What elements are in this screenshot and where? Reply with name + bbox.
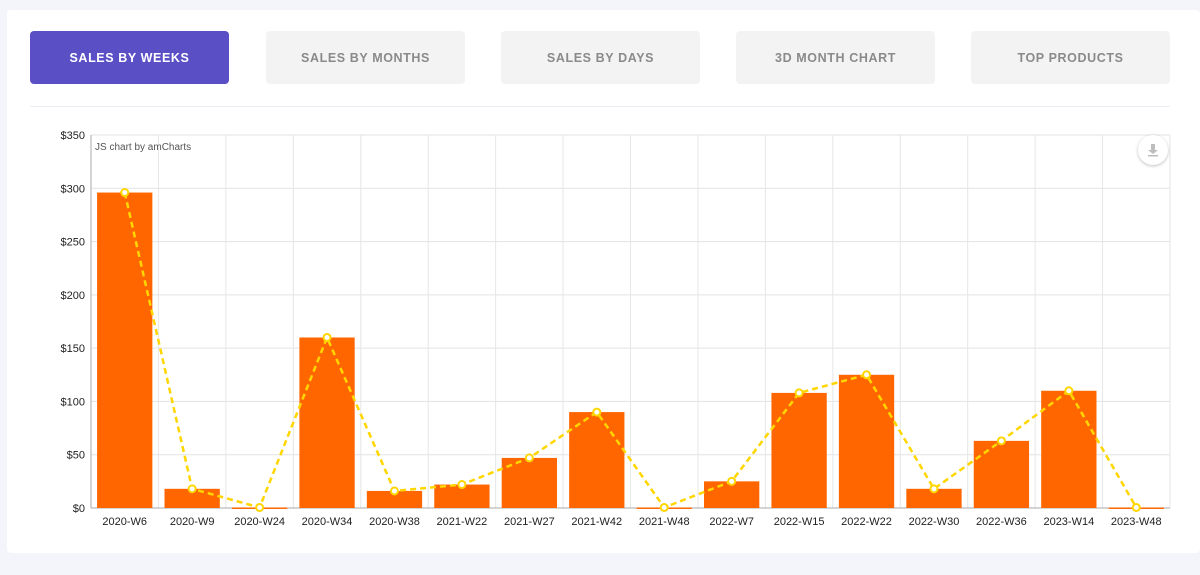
x-tick-label: 2022-W30 xyxy=(909,516,960,528)
line-point xyxy=(389,486,399,496)
y-tick-label: $50 xyxy=(67,450,85,462)
x-tick-label: 2020-W34 xyxy=(302,516,353,528)
x-tick-label: 2020-W9 xyxy=(170,516,215,528)
tab-sales-by-days[interactable]: SALES BY DAYS xyxy=(501,31,700,84)
divider xyxy=(30,106,1170,107)
tab-sales-by-weeks[interactable]: SALES BY WEEKS xyxy=(30,31,229,84)
tab-3d-month-chart[interactable]: 3D MONTH CHART xyxy=(736,31,935,84)
line-point xyxy=(524,453,534,463)
x-tick-label: 2020-W24 xyxy=(234,516,285,528)
x-tick-label: 2021-W42 xyxy=(571,516,622,528)
line-point xyxy=(862,370,872,380)
bar xyxy=(569,412,625,508)
bar xyxy=(434,484,490,508)
tab-sales-by-months[interactable]: SALES BY MONTHS xyxy=(266,31,465,84)
y-tick-label: $100 xyxy=(61,396,85,408)
tab-top-products[interactable]: TOP PRODUCTS xyxy=(971,31,1170,84)
y-tick-label: $300 xyxy=(61,183,85,195)
chart-credit[interactable]: JS chart by amCharts xyxy=(95,142,192,153)
bar xyxy=(97,192,153,508)
y-tick-label: $150 xyxy=(61,343,85,355)
bar xyxy=(771,392,827,508)
y-tick-label: $200 xyxy=(61,290,85,302)
x-tick-label: 2023-W14 xyxy=(1043,516,1094,528)
line-point xyxy=(659,502,669,512)
x-tick-label: 2022-W36 xyxy=(976,516,1027,528)
y-tick-label: $250 xyxy=(61,237,85,249)
x-tick-label: 2020-W38 xyxy=(369,516,420,528)
bar xyxy=(164,488,220,508)
bar xyxy=(1041,390,1097,508)
line-point xyxy=(120,188,130,198)
x-tick-label: 2021-W48 xyxy=(639,516,690,528)
x-tick-label: 2022-W7 xyxy=(709,516,754,528)
line-point xyxy=(187,484,197,494)
x-tick-label: 2022-W15 xyxy=(774,516,825,528)
bar xyxy=(973,440,1030,508)
line-point xyxy=(794,388,804,398)
line-point xyxy=(727,476,737,486)
y-tick-label: $350 xyxy=(61,130,85,142)
x-tick-label: 2021-W22 xyxy=(437,516,488,528)
bar xyxy=(906,488,962,508)
x-tick-label: 2021-W27 xyxy=(504,516,555,528)
line-point xyxy=(996,436,1006,446)
bar xyxy=(299,337,355,508)
line-point xyxy=(322,332,332,342)
export-button[interactable] xyxy=(1138,135,1168,165)
line-point xyxy=(929,484,939,494)
x-tick-label: 2022-W22 xyxy=(841,516,892,528)
bar xyxy=(366,490,423,508)
x-tick-label: 2020-W6 xyxy=(102,516,147,528)
x-tick-label: 2023-W48 xyxy=(1111,516,1162,528)
download-icon xyxy=(1148,144,1158,157)
line-series xyxy=(123,192,1138,509)
line-point xyxy=(1131,502,1141,512)
line-point xyxy=(457,480,467,490)
bar xyxy=(838,374,895,508)
line-point xyxy=(1064,386,1074,396)
y-tick-label: $0 xyxy=(73,503,85,515)
line-point xyxy=(592,407,602,417)
line-point xyxy=(255,502,265,512)
